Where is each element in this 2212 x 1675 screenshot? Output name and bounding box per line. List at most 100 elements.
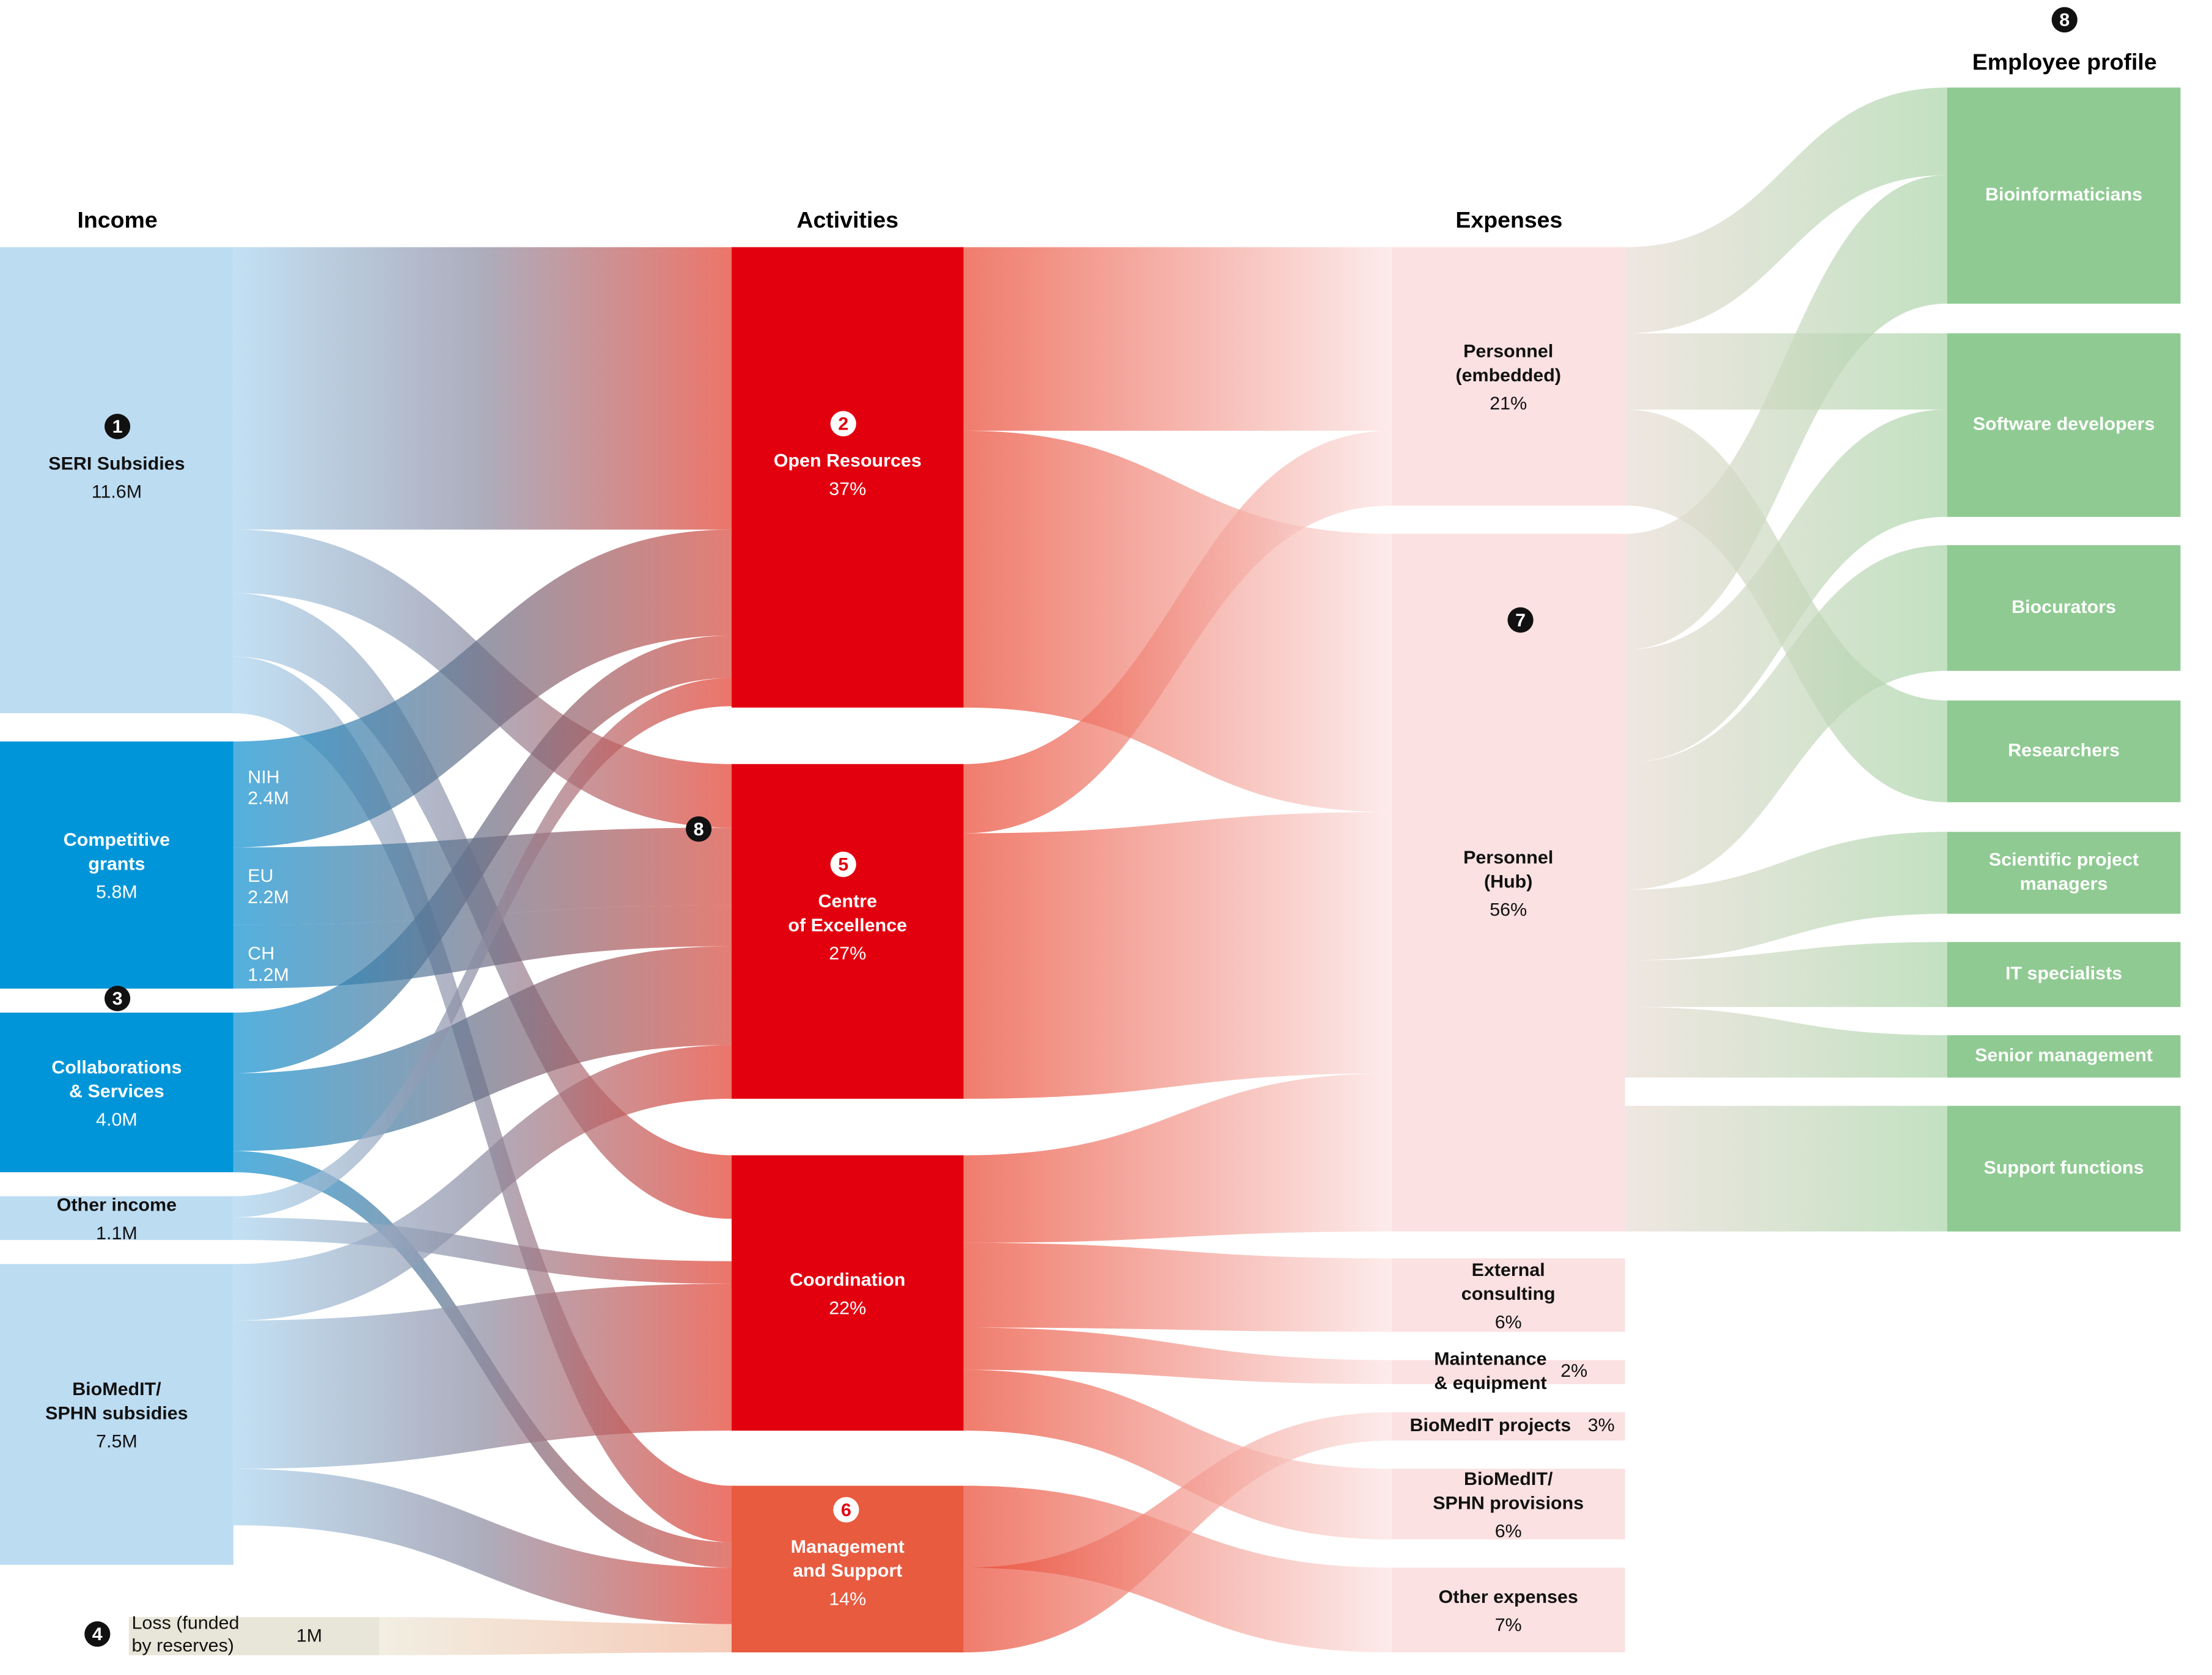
- node: [0, 741, 233, 989]
- node: [1391, 1468, 1625, 1540]
- node-value: 7%: [1495, 1615, 1522, 1635]
- flow: [233, 827, 732, 925]
- node: [0, 1264, 233, 1565]
- marker: 3: [112, 989, 123, 1009]
- node: [1947, 87, 2181, 304]
- flow: [233, 1045, 732, 1321]
- column-header: Income: [77, 207, 157, 233]
- flow: [233, 1468, 732, 1624]
- node: [128, 1617, 380, 1655]
- node-label: IT specialists: [2005, 964, 2122, 984]
- flow: [963, 1412, 1392, 1653]
- flow: [963, 1486, 1392, 1653]
- flow: [963, 1073, 1392, 1243]
- node-label: Bioinformaticians: [1985, 185, 2142, 205]
- node: [731, 1155, 964, 1431]
- node-label: & Services: [69, 1082, 164, 1102]
- flow: [1625, 87, 1947, 334]
- part-label: NIH: [248, 768, 279, 788]
- node-value: 56%: [1490, 900, 1527, 920]
- marker: 7: [1515, 610, 1526, 631]
- node-value: 11.6M: [92, 482, 142, 502]
- node-label: by reserves): [132, 1636, 234, 1656]
- part-value: 2.2M: [248, 887, 289, 907]
- links: [233, 87, 1947, 1655]
- marker-circle: [104, 986, 131, 1011]
- node: [1947, 832, 2181, 914]
- marker: 8: [2059, 10, 2070, 31]
- flow: [1625, 1105, 1947, 1232]
- marker: 1: [112, 417, 123, 437]
- node-label: Researchers: [2008, 741, 2120, 761]
- marker: 4: [92, 1624, 103, 1644]
- node-label: grants: [88, 854, 145, 874]
- node-label: Other income: [57, 1195, 177, 1215]
- node-value: 4.0M: [96, 1110, 138, 1130]
- node: [731, 764, 964, 1099]
- node: [1391, 1360, 1625, 1384]
- node-label: (Hub): [1484, 872, 1532, 892]
- node: [731, 247, 964, 708]
- node-value: 22%: [829, 1299, 866, 1319]
- node-value: 6%: [1495, 1313, 1522, 1333]
- node-label: & equipment: [1434, 1373, 1546, 1393]
- flow: [1625, 175, 1947, 650]
- node-label: Loss (funded: [132, 1613, 240, 1633]
- flow: [963, 430, 1392, 834]
- flow: [963, 247, 1392, 431]
- part-value: 1.2M: [248, 965, 289, 985]
- node-label: BioMedIT/: [1464, 1469, 1553, 1489]
- part-label: CH: [248, 944, 274, 964]
- flow: [233, 656, 732, 1542]
- node: [1947, 1105, 2181, 1232]
- node-value: 27%: [829, 944, 866, 964]
- node: [0, 1196, 233, 1241]
- node: [1391, 1412, 1625, 1441]
- node-label: Centre: [818, 892, 876, 912]
- node-label: Support functions: [1984, 1158, 2144, 1178]
- flow: [233, 1217, 732, 1284]
- node-label: SERI Subsidies: [48, 453, 185, 474]
- node: [1391, 533, 1625, 1232]
- node-label: Open Resources: [774, 451, 922, 471]
- marker-circle: [833, 1497, 859, 1523]
- node: [0, 1013, 233, 1173]
- marker-circle: [830, 411, 856, 437]
- node-label: SPHN subsidies: [45, 1404, 188, 1424]
- node: [1947, 333, 2181, 517]
- flow: [963, 812, 1392, 1099]
- node-value: 14%: [829, 1589, 866, 1610]
- node-label: BioMedIT/: [72, 1379, 161, 1399]
- marker-circle: [2051, 7, 2078, 33]
- node-label: BioMedIT projects: [1410, 1415, 1571, 1435]
- marker: 2: [838, 414, 848, 434]
- node-value: 2%: [1560, 1361, 1587, 1381]
- node-value: 1.1M: [96, 1223, 138, 1244]
- flow: [963, 1327, 1392, 1384]
- node-label: Other expenses: [1439, 1587, 1578, 1607]
- node-value: 7.5M: [96, 1432, 138, 1452]
- node-label: SPHN provisions: [1433, 1493, 1584, 1513]
- flow: [379, 1617, 732, 1655]
- flow: [233, 946, 732, 1151]
- node-label: of Excellence: [788, 915, 907, 936]
- flow: [1625, 1006, 1947, 1078]
- node-label: Senior management: [1975, 1046, 2153, 1066]
- flow: [1625, 832, 1947, 961]
- node-label: Management: [791, 1537, 905, 1557]
- column-header: Expenses: [1455, 207, 1562, 233]
- marker: 6: [841, 1500, 851, 1520]
- node-value: 3%: [1588, 1415, 1615, 1435]
- flow: [233, 247, 732, 530]
- node-value: 6%: [1495, 1522, 1522, 1542]
- nodes: SERI Subsidies 11.6M 1 Competitive grants 5.8…: [0, 7, 2181, 1656]
- marker-circle: [686, 816, 712, 842]
- node-label: Maintenance: [1434, 1349, 1546, 1369]
- flow: [1625, 409, 1947, 763]
- node-label: and Support: [793, 1561, 902, 1581]
- node-label: Software developers: [1973, 414, 2155, 434]
- column-header: Activities: [796, 207, 898, 233]
- marker-circle: [104, 414, 131, 439]
- node-label: Scientific project: [1989, 850, 2139, 870]
